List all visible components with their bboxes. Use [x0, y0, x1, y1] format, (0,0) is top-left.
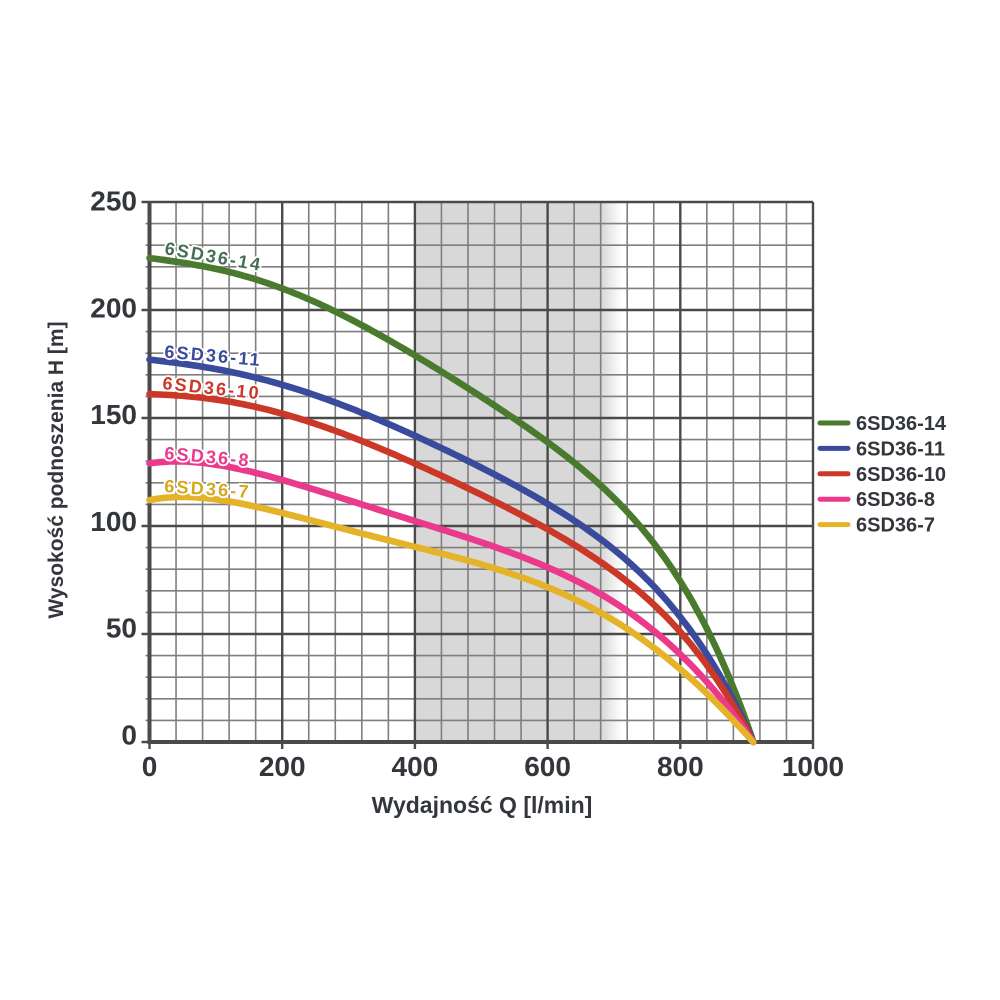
svg-text:50: 50 [106, 613, 137, 644]
svg-text:6SD36-8: 6SD36-8 [856, 489, 935, 511]
svg-text:200: 200 [90, 292, 137, 323]
svg-text:0: 0 [121, 720, 137, 751]
svg-text:100: 100 [90, 506, 137, 537]
svg-text:Wydajność Q [l/min]: Wydajność Q [l/min] [372, 792, 593, 818]
svg-text:1000: 1000 [782, 751, 844, 782]
svg-text:6SD36-10: 6SD36-10 [856, 464, 946, 486]
svg-text:6SD36-7: 6SD36-7 [856, 515, 935, 537]
svg-text:250: 250 [90, 186, 137, 217]
svg-text:6SD36-14: 6SD36-14 [856, 413, 947, 435]
svg-text:600: 600 [524, 751, 571, 782]
svg-text:200: 200 [259, 751, 306, 782]
svg-text:150: 150 [90, 399, 137, 430]
svg-text:800: 800 [657, 751, 704, 782]
svg-text:6SD36-11: 6SD36-11 [856, 438, 945, 460]
svg-text:0: 0 [142, 751, 158, 782]
svg-text:Wysokość podnoszenia H [m]: Wysokość podnoszenia H [m] [45, 321, 68, 618]
svg-text:400: 400 [392, 751, 439, 782]
